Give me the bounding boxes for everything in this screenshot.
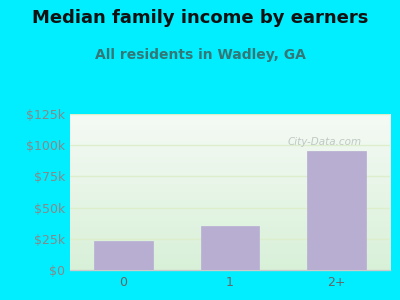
Text: All residents in Wadley, GA: All residents in Wadley, GA	[94, 48, 306, 62]
Text: Median family income by earners: Median family income by earners	[32, 9, 368, 27]
Bar	[94, 241, 153, 270]
Text: City-Data.com: City-Data.com	[288, 137, 362, 147]
Bar	[201, 226, 259, 270]
Bar	[307, 152, 366, 270]
